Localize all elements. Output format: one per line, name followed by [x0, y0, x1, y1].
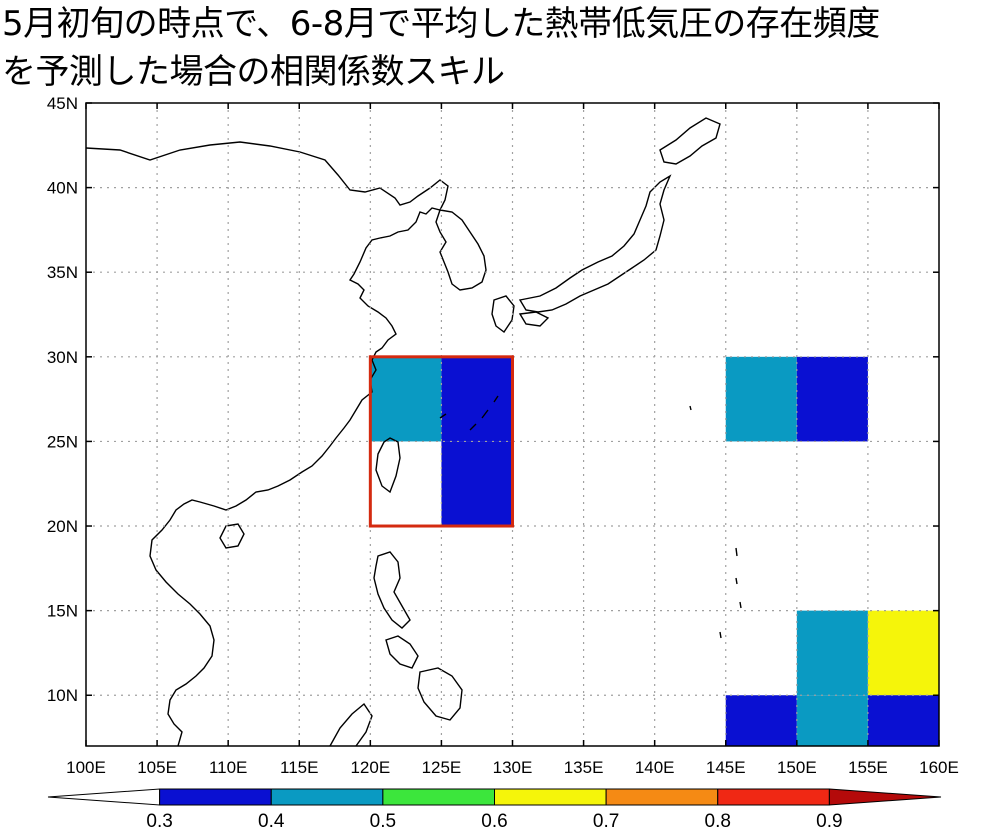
coastline-mainland-asia: [85, 141, 449, 747]
coastline-pacific-islets: [689, 405, 742, 639]
skill-cell-5: [796, 610, 868, 696]
skill-cell-6: [867, 610, 939, 696]
coastline-philippines-south: [385, 635, 463, 721]
lon-tick-label: 105E: [137, 758, 177, 777]
skill-cell-2: [441, 441, 513, 527]
colorbar-segment-4: [494, 788, 607, 806]
skill-cell-7: [725, 695, 797, 746]
lon-tick-label: 110E: [209, 758, 247, 777]
coastline-hainan: [219, 523, 245, 549]
colorbar-segment-7: [828, 788, 942, 806]
colorbar-label: 0.7: [593, 811, 619, 830]
colorbar-segment-5: [605, 788, 719, 806]
figure-title: 5月初旬の時点で、6-8月で平均した熱帯低気圧の存在頻度 を予測した場合の相関係…: [2, 0, 998, 96]
lat-tick-label: 20N: [47, 517, 78, 536]
lon-tick-label: 100E: [66, 758, 106, 777]
axis-ticks: [85, 102, 940, 746]
lon-tick-label: 160E: [919, 758, 959, 777]
lon-tick-label: 145E: [706, 758, 746, 777]
lon-tick-label: 150E: [777, 758, 817, 777]
colorbar-segment-2: [270, 788, 384, 806]
colorbar-label: 0.3: [146, 811, 172, 830]
lon-tick-label: 130E: [493, 758, 533, 777]
lat-tick-label: 15N: [47, 602, 78, 621]
lat-tick-label: 25N: [47, 432, 78, 451]
colorbar: [47, 788, 942, 806]
title-line-2: を予測した場合の相関係数スキル: [2, 52, 505, 92]
lon-tick-label: 135E: [564, 758, 604, 777]
lon-tick-label: 125E: [422, 758, 462, 777]
skill-cell-9: [867, 695, 939, 746]
colorbar-label: 0.4: [258, 811, 285, 830]
coastline-japan-hokkaido: [659, 117, 721, 165]
skill-cells: [370, 356, 939, 746]
colorbar-segment-0: [47, 788, 161, 806]
highlight-box: [368, 355, 515, 528]
colorbar-label: 0.8: [705, 811, 731, 830]
lon-tick-label: 140E: [635, 758, 675, 777]
skill-cell-0: [370, 356, 442, 442]
lat-tick-label: 10N: [47, 686, 78, 705]
lat-tick-label: 35N: [47, 263, 78, 282]
coastline-japan-kyushu: [491, 295, 550, 334]
colorbar-labels: 0.3 0.4 0.5 0.6 0.7 0.8 0.9: [146, 811, 842, 830]
lon-tick-label: 155E: [848, 758, 888, 777]
skill-cell-3: [725, 356, 797, 442]
coastline-borneo: [329, 702, 373, 747]
colorbar-label: 0.9: [816, 811, 842, 830]
coastline-taiwan: [375, 437, 401, 494]
skill-cell-1: [441, 356, 513, 442]
coastline-japan-honshu: [518, 174, 672, 313]
skill-cell-8: [796, 695, 868, 746]
coastline-luzon: [373, 551, 411, 629]
colorbar-segment-3: [382, 788, 495, 806]
colorbar-segment-6: [717, 788, 830, 806]
lat-tick-label: 45N: [47, 94, 78, 113]
colorbar-segment-1: [159, 788, 272, 806]
colorbar-label: 0.6: [481, 811, 507, 830]
axis-tick-labels: 100E 105E 110E 115E 120E 125E 130E 135E 140E 145E…: [47, 94, 959, 777]
lon-tick-label: 115E: [280, 758, 318, 777]
title-line-1: 5月初旬の時点で、6-8月で平均した熱帯低気圧の存在頻度: [2, 4, 880, 44]
colorbar-label: 0.5: [370, 811, 396, 830]
lat-tick-label: 30N: [47, 348, 78, 367]
coastline-korea: [435, 209, 487, 291]
lat-tick-label: 40N: [47, 179, 78, 198]
coastline-ryukyu: [439, 395, 499, 431]
lon-tick-label: 120E: [350, 758, 390, 777]
skill-cell-4: [796, 356, 868, 442]
